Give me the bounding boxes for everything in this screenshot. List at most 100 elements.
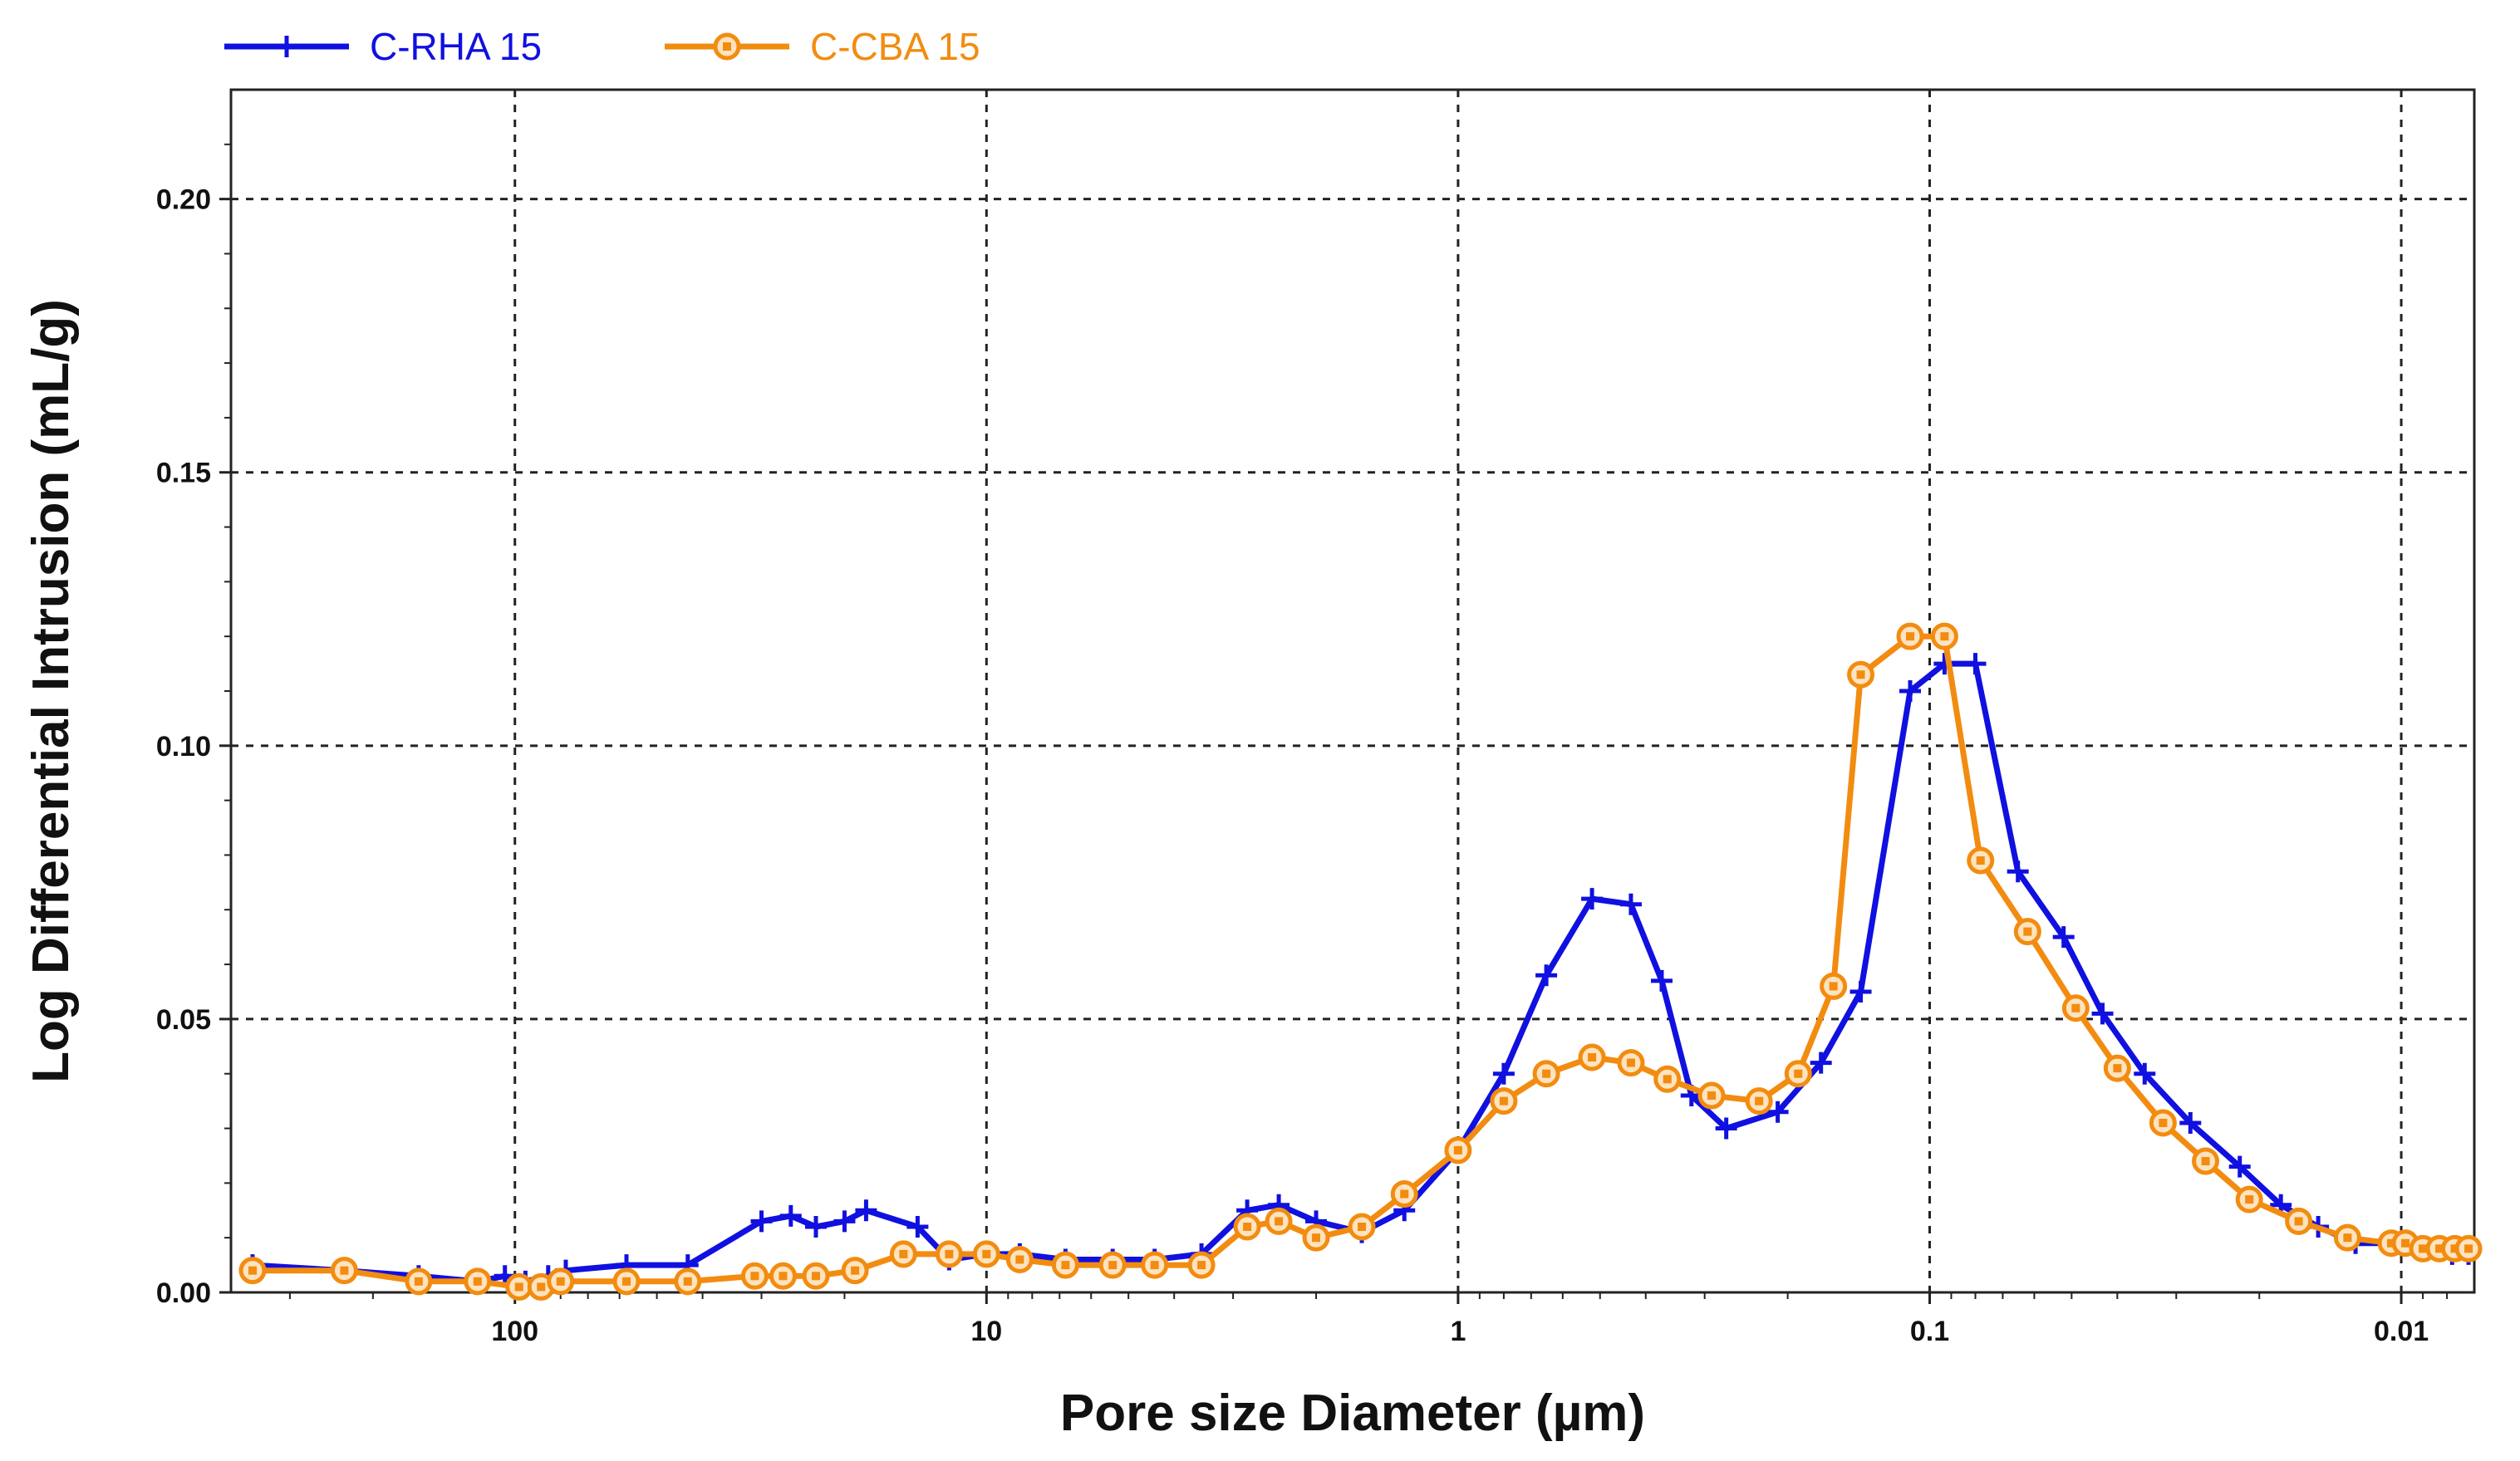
x-tick-label: 1	[1450, 1316, 1466, 1347]
y-tick-label: 0.10	[156, 731, 211, 762]
data-point	[1820, 972, 1848, 1000]
data-point	[1581, 888, 1604, 910]
data-point-core	[2450, 1244, 2459, 1253]
data-point	[2091, 1003, 2114, 1025]
axis-ticks: 100 10 1 0.1 0.01 0.00 0.05 0.10 0.15 0.20	[156, 143, 2449, 1347]
data-point	[1532, 1060, 1560, 1088]
data-point-core	[1663, 1075, 1672, 1084]
data-point-core	[2201, 1157, 2210, 1166]
data-point	[405, 1267, 433, 1296]
data-point-core	[2419, 1244, 2428, 1253]
data-point	[674, 1267, 702, 1296]
data-point-core	[1108, 1261, 1118, 1270]
x-tick-label: 100	[491, 1316, 538, 1347]
data-point-core	[1150, 1261, 1159, 1270]
data-point	[330, 1257, 358, 1285]
data-point	[1233, 1213, 1261, 1241]
data-point-core	[982, 1249, 991, 1258]
data-point-core	[414, 1277, 423, 1286]
data-point	[1187, 1251, 1216, 1279]
data-point-core	[1755, 1096, 1764, 1106]
data-point-core	[2113, 1064, 2122, 1073]
data-point-core	[1275, 1217, 1284, 1226]
data-point	[1930, 622, 1958, 650]
legend: C-RHA 15 C-CBA 15	[224, 25, 980, 68]
data-point-core	[1400, 1189, 1409, 1199]
data-point	[779, 1204, 802, 1227]
data-point-core	[1626, 1058, 1635, 1067]
data-point-core	[2071, 1003, 2080, 1012]
x-tick-label: 0.01	[2374, 1316, 2429, 1347]
data-point	[464, 1267, 492, 1296]
data-point-core	[750, 1272, 759, 1281]
data-point	[1849, 981, 1872, 1003]
data-point	[1578, 1043, 1606, 1071]
data-point	[802, 1262, 830, 1290]
data-point	[547, 1267, 575, 1296]
data-point	[1784, 1060, 1812, 1088]
data-point-core	[851, 1266, 860, 1275]
x-axis-title: Pore size Diameter (µm)	[1060, 1385, 1645, 1442]
data-point	[1492, 1062, 1515, 1085]
data-point	[750, 1210, 773, 1233]
data-point	[1653, 1065, 1682, 1093]
data-point-core	[2387, 1238, 2396, 1248]
data-point	[1899, 680, 1921, 702]
data-point-core	[2294, 1217, 2303, 1226]
data-point-core	[1312, 1233, 1321, 1243]
data-point	[1715, 1117, 1737, 1140]
series-1	[238, 622, 2483, 1301]
data-point-core	[1542, 1069, 1551, 1078]
data-point	[833, 1210, 856, 1233]
data-point	[841, 1257, 869, 1285]
y-tick-label: 0.20	[156, 184, 211, 216]
data-point	[1390, 1180, 1418, 1209]
series-layer	[238, 622, 2483, 1301]
data-point	[1535, 964, 1558, 987]
data-point	[2228, 1155, 2251, 1178]
data-point-core	[537, 1282, 546, 1292]
data-point	[238, 1257, 267, 1285]
data-point	[1265, 1207, 1293, 1235]
data-point	[906, 1216, 929, 1238]
data-point	[804, 1216, 827, 1238]
series-line	[249, 660, 2472, 1285]
data-point	[2013, 918, 2041, 946]
data-point	[2333, 1223, 2361, 1252]
y-tick-label: 0.00	[156, 1277, 211, 1309]
data-point-core	[1707, 1091, 1717, 1101]
data-point-core	[1940, 632, 1949, 641]
data-point	[2103, 1054, 2131, 1082]
data-point-core	[1588, 1052, 1597, 1061]
data-point-core	[556, 1277, 565, 1286]
data-point	[972, 1240, 1000, 1268]
data-point-core	[621, 1277, 631, 1286]
data-point-core	[1976, 856, 1985, 865]
x-tick-label: 0.1	[1910, 1316, 1949, 1347]
data-point-core	[2159, 1118, 2168, 1127]
data-point	[2007, 860, 2029, 883]
data-point	[1967, 846, 1995, 875]
data-point	[505, 1272, 533, 1301]
legend-marker	[713, 32, 741, 61]
data-point-core	[779, 1272, 788, 1281]
data-point	[1810, 1052, 1832, 1074]
data-point	[1650, 969, 1673, 992]
data-point	[1964, 653, 1987, 675]
data-point-core	[2245, 1195, 2254, 1204]
legend-label: C-CBA 15	[810, 25, 980, 68]
data-point	[1141, 1251, 1169, 1279]
data-point-core	[2023, 927, 2032, 936]
data-point	[2179, 1111, 2202, 1134]
data-point	[855, 1199, 877, 1222]
data-point	[2149, 1109, 2177, 1137]
data-point-core	[2464, 1244, 2473, 1253]
data-point-core	[1905, 632, 1914, 641]
legend-label: C-RHA 15	[370, 25, 542, 68]
data-point	[1348, 1213, 1376, 1241]
data-point	[1697, 1081, 1726, 1110]
data-point-core	[473, 1277, 482, 1286]
data-point	[1745, 1087, 1773, 1115]
data-point-core	[340, 1266, 349, 1275]
data-point	[1766, 1101, 1789, 1123]
